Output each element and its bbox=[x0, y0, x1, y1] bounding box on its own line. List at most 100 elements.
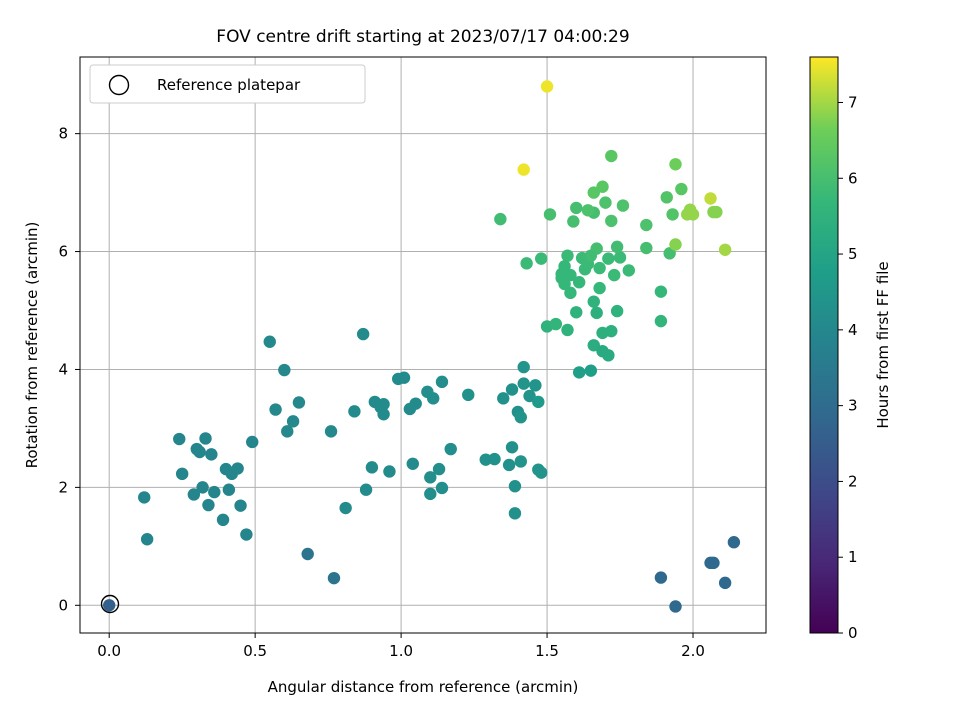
scatter-point bbox=[570, 306, 583, 319]
scatter-point bbox=[599, 196, 612, 209]
scatter-point bbox=[327, 571, 341, 585]
scatter-point bbox=[654, 285, 668, 298]
scatter-point bbox=[517, 377, 530, 390]
y-tick-label: 8 bbox=[58, 125, 68, 143]
scatter-point bbox=[138, 491, 151, 504]
colorbar-tick-label: 7 bbox=[848, 93, 858, 111]
scatter-point bbox=[140, 533, 154, 546]
scatter-point bbox=[432, 462, 446, 476]
scatter-point bbox=[435, 481, 449, 495]
scatter-point bbox=[202, 498, 215, 512]
scatter-point bbox=[596, 180, 609, 193]
y-tick-label: 4 bbox=[58, 360, 68, 378]
scatter-point bbox=[549, 317, 563, 331]
x-tick-label: 1.0 bbox=[389, 642, 413, 660]
x-axis-ticks: 0.0 0.5 1.0 1.5 2.0 bbox=[97, 633, 705, 660]
chart-title: FOV centre drift starting at 2023/07/17 … bbox=[216, 27, 629, 47]
scatter-point bbox=[234, 499, 247, 512]
scatter-point bbox=[710, 205, 723, 219]
plot-frame bbox=[79, 56, 767, 634]
scatter-point bbox=[505, 441, 519, 454]
reference-marker bbox=[100, 594, 120, 614]
scatter-point bbox=[269, 403, 282, 416]
scatter-point bbox=[301, 547, 314, 561]
scatter-point bbox=[231, 462, 244, 475]
scatter-point bbox=[377, 408, 390, 421]
colorbar-ticks: 0 1 2 3 4 5 6 7 bbox=[838, 93, 858, 642]
scatter-point bbox=[424, 487, 437, 501]
scatter-point bbox=[281, 425, 294, 438]
colorbar bbox=[809, 56, 839, 634]
scatter-point bbox=[205, 448, 218, 461]
scatter-point bbox=[572, 276, 586, 289]
scatter-point bbox=[494, 212, 507, 226]
colorbar-label: Hours from first FF file bbox=[874, 261, 892, 428]
scatter-point bbox=[102, 599, 116, 612]
scatter-point bbox=[572, 366, 586, 379]
scatter-point bbox=[564, 286, 577, 300]
scatter-point bbox=[488, 452, 501, 466]
scatter-point bbox=[570, 201, 583, 215]
legend-label: Reference platepar bbox=[157, 76, 301, 94]
scatter-point bbox=[616, 199, 630, 212]
scatter-point bbox=[561, 249, 574, 262]
data-points bbox=[102, 80, 741, 613]
scatter-point bbox=[187, 488, 201, 501]
scatter-point bbox=[240, 528, 253, 541]
scatter-point bbox=[397, 371, 411, 384]
scatter-point bbox=[718, 576, 732, 590]
scatter-point bbox=[406, 457, 419, 470]
scatter-point bbox=[339, 501, 352, 515]
scatter-point bbox=[196, 481, 209, 494]
scatter-point bbox=[535, 252, 548, 265]
scatter-point bbox=[497, 392, 510, 405]
y-tick-label: 2 bbox=[58, 478, 68, 496]
scatter-point bbox=[535, 466, 548, 479]
scatter-point bbox=[365, 461, 379, 474]
scatter-point bbox=[540, 80, 554, 93]
colorbar-tick-label: 2 bbox=[848, 472, 858, 490]
scatter-point bbox=[605, 324, 618, 338]
scatter-point bbox=[610, 304, 624, 318]
scatter-point bbox=[666, 208, 679, 221]
scatter-point bbox=[216, 513, 230, 527]
colorbar-tick-label: 1 bbox=[848, 548, 858, 566]
scatter-point bbox=[377, 398, 390, 411]
scatter-point bbox=[587, 339, 600, 352]
scatter-point bbox=[581, 204, 595, 217]
scatter-point bbox=[686, 208, 700, 221]
scatter-point bbox=[520, 257, 533, 270]
legend: Reference platepar bbox=[89, 64, 366, 104]
scatter-point bbox=[660, 191, 673, 204]
scatter-point bbox=[508, 507, 522, 520]
scatter-point bbox=[567, 215, 580, 228]
y-axis-label: Rotation from reference (arcmin) bbox=[23, 222, 41, 469]
scatter-point bbox=[246, 435, 259, 449]
scatter-point bbox=[517, 163, 530, 176]
colorbar-tick-label: 6 bbox=[848, 169, 858, 187]
scatter-point bbox=[324, 425, 338, 438]
scatter-point bbox=[610, 240, 624, 254]
scatter-point bbox=[640, 218, 653, 232]
scatter-point bbox=[517, 360, 530, 374]
y-tick-label: 6 bbox=[58, 243, 68, 261]
scatter-point bbox=[348, 405, 361, 418]
x-tick-label: 0.0 bbox=[97, 642, 121, 660]
scatter-point bbox=[514, 411, 527, 424]
scatter-point bbox=[675, 182, 688, 196]
scatter-point bbox=[561, 323, 574, 337]
scatter-point bbox=[292, 396, 306, 409]
scatter-point bbox=[605, 214, 618, 228]
scatter-point bbox=[208, 485, 221, 499]
scatter-point bbox=[584, 364, 598, 377]
scatter-point bbox=[584, 249, 598, 262]
scatter-point bbox=[278, 363, 291, 377]
x-tick-label: 0.5 bbox=[243, 642, 267, 660]
scatter-point bbox=[427, 392, 440, 405]
scatter-point bbox=[608, 268, 621, 282]
scatter-point bbox=[175, 467, 189, 481]
scatter-point bbox=[669, 600, 682, 613]
scatter-point bbox=[523, 389, 536, 403]
scatter-point bbox=[529, 379, 542, 392]
